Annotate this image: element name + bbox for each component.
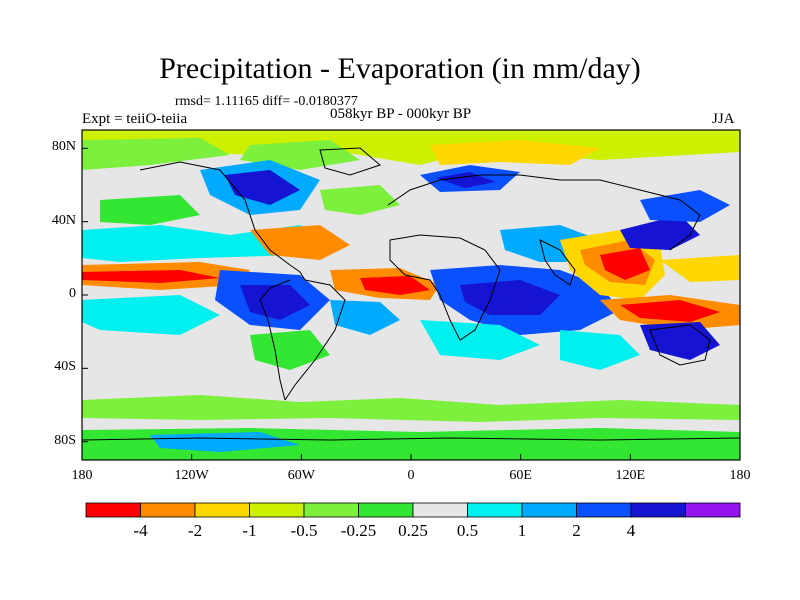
colorbar-swatch (412, 502, 468, 518)
colorbar-label: -1 (242, 521, 257, 540)
chart-title: Precipitation - Evaporation (in mm/day) (159, 52, 641, 85)
colorbar-swatch (140, 502, 196, 518)
y-tick-label: 80S (54, 432, 76, 448)
colorbar-label: 0.25 (398, 521, 428, 540)
colorbar-swatch (630, 502, 686, 518)
colorbar-swatch (194, 502, 250, 518)
colorbar-swatch (685, 502, 741, 518)
x-tick-label: 180 (729, 468, 751, 483)
x-tick-label: 60E (509, 468, 532, 483)
y-tick-label: 0 (69, 286, 76, 301)
colorbar (85, 502, 741, 518)
season-label: JJA (712, 111, 735, 127)
colorbar-label: -0.5 (290, 521, 318, 540)
colorbar-label: 1 (517, 521, 527, 540)
x-tick-label: 60W (287, 468, 315, 483)
colorbar-label: 0.5 (456, 521, 479, 540)
y-tick-label: 40S (54, 359, 76, 375)
field-contours (82, 130, 740, 460)
colorbar-swatch (521, 502, 577, 518)
colorbar-label: 2 (572, 521, 581, 540)
colorbar-label: 4 (626, 521, 636, 540)
colorbar-swatch (303, 502, 359, 518)
x-tick-label: 180 (71, 468, 93, 483)
x-tick-label: 120E (615, 468, 646, 483)
y-tick-label: 40N (51, 212, 76, 228)
colorbar-label: -4 (133, 521, 148, 540)
colorbar-swatch (467, 502, 523, 518)
colorbar-label: -0.25 (340, 521, 377, 540)
colorbar-swatch (576, 502, 632, 518)
colorbar-swatch (85, 502, 141, 518)
x-tick-label: 120W (174, 468, 209, 483)
coastlines (82, 147, 740, 441)
colorbar-swatch (249, 502, 305, 518)
y-tick-label: 80N (51, 139, 76, 155)
period-subtitle: 058kyr BP - 000kyr BP (330, 106, 472, 122)
x-tick-label: 0 (407, 468, 415, 483)
experiment-label: Expt = teiiO-teiia (82, 111, 188, 127)
colorbar-label: -2 (187, 521, 203, 540)
colorbar-swatch (358, 502, 414, 518)
stats-label: rmsd= 1.11165 diff= -0.0180377 (175, 94, 358, 109)
map-axes (81, 147, 741, 460)
